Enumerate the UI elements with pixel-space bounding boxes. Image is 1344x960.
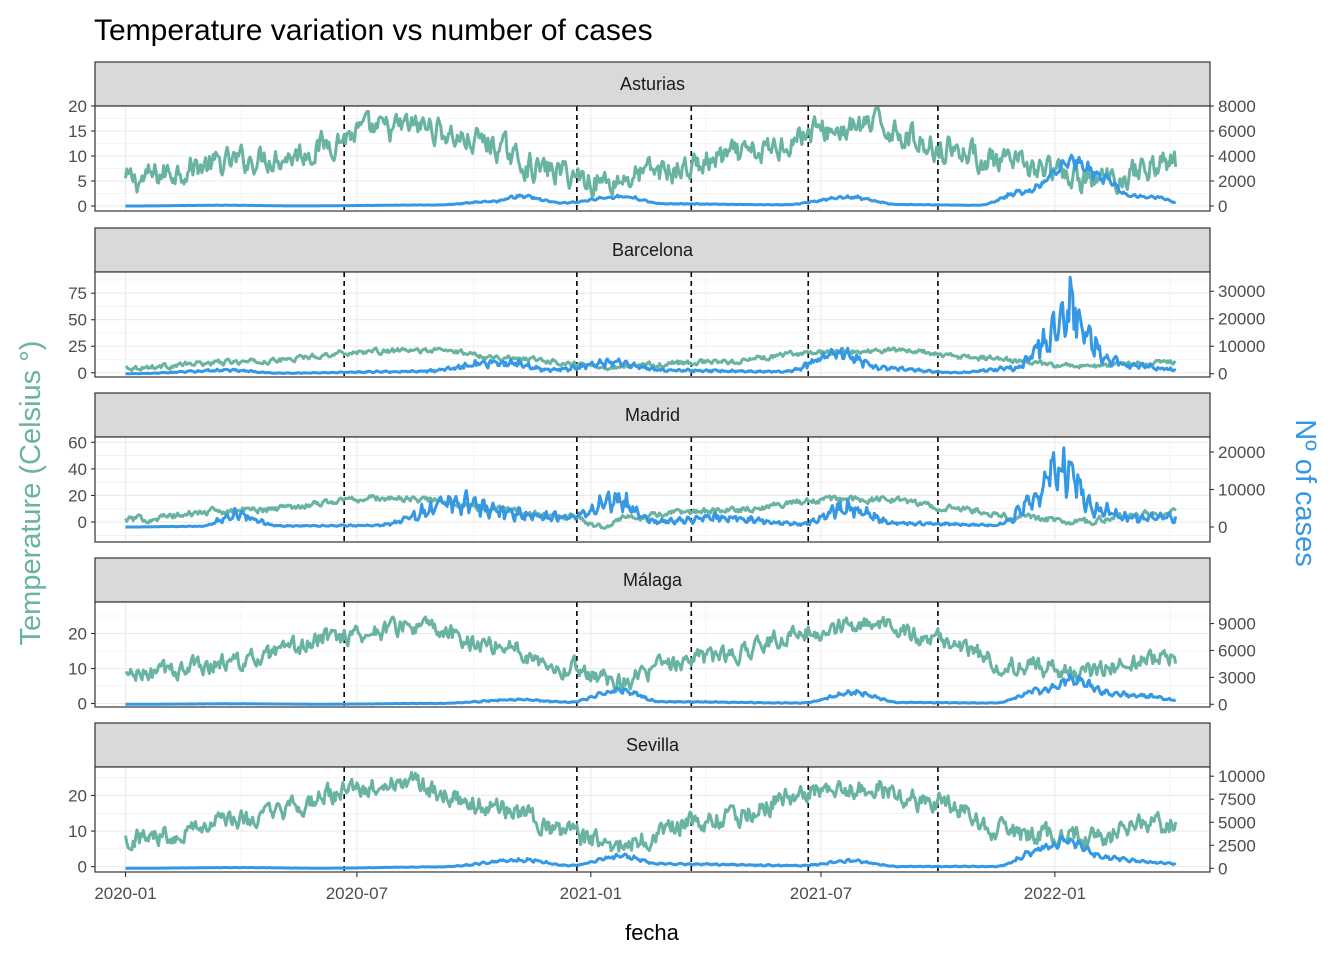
facet-strip-label: Barcelona xyxy=(612,240,694,260)
y-right-tick-label: 0 xyxy=(1218,859,1227,878)
panel-border xyxy=(94,271,1211,378)
y-right-tick-label: 20000 xyxy=(1218,310,1265,329)
y-left-tick-label: 0 xyxy=(78,364,87,383)
panel-background xyxy=(95,602,1210,707)
facet-panel-2: Madrid 0 20 40 60 0 10000 20000 xyxy=(68,392,1265,543)
cases-series-line xyxy=(125,153,1176,208)
y-left-tick-label: 5 xyxy=(78,172,87,191)
y-right-tick-label: 0 xyxy=(1218,365,1227,384)
facet-panels: Asturias0510152002000400060008000Barcelo… xyxy=(68,61,1265,903)
temperature-series-line xyxy=(124,771,1178,853)
y-axis-left-title: Temperature (Celsius °) xyxy=(15,341,47,646)
temperature-series-line xyxy=(124,493,1177,530)
y-left-tick-label: 10 xyxy=(68,147,87,166)
facet-strip xyxy=(94,61,1211,107)
y-left-tick-label: 75 xyxy=(68,284,87,303)
y-right-tick-label: 8000 xyxy=(1218,97,1256,116)
y-right-tick-label: 0 xyxy=(1218,695,1227,714)
y-right-tick-label: 20000 xyxy=(1218,443,1265,462)
x-tick-label: 2022-01 xyxy=(1024,884,1086,903)
y-left-tick-label: 50 xyxy=(68,311,87,330)
facet-strip xyxy=(94,557,1211,603)
facet-panel-1: Barcelona 0 25 50 75 0 10000 20000 30000 xyxy=(68,227,1265,384)
cases-series-line xyxy=(125,275,1177,376)
facet-strip-label: Málaga xyxy=(623,570,683,590)
y-left-tick-label: 10 xyxy=(68,660,87,679)
y-right-tick-label: 30000 xyxy=(1218,282,1265,301)
facet-strip xyxy=(94,392,1211,438)
x-tick-label: 2021-01 xyxy=(560,884,622,903)
cases-series-line xyxy=(125,672,1177,706)
x-tick-label: 2020-07 xyxy=(326,884,388,903)
y-left-tick-label: 15 xyxy=(68,122,87,141)
y-right-tick-label: 2000 xyxy=(1218,172,1256,191)
panel-background xyxy=(95,767,1210,872)
y-right-tick-label: 6000 xyxy=(1218,641,1256,660)
y-left-tick-label: 0 xyxy=(78,695,87,714)
facet-strip-label: Madrid xyxy=(625,405,680,425)
y-right-tick-label: 3000 xyxy=(1218,668,1256,687)
y-right-tick-label: 4000 xyxy=(1218,147,1256,166)
panel-border xyxy=(94,105,1211,212)
chart-title: Temperature variation vs number of cases xyxy=(94,14,653,47)
facet-strip-label: Sevilla xyxy=(626,735,680,755)
y-left-tick-label: 40 xyxy=(68,460,87,479)
y-axis-right-title: Nº of cases xyxy=(1289,419,1321,567)
facet-strip xyxy=(94,722,1211,768)
panel-background xyxy=(95,272,1210,377)
temperature-series-line xyxy=(125,346,1177,373)
y-right-tick-label: 10000 xyxy=(1218,481,1265,500)
x-axis-title: fecha xyxy=(625,920,680,945)
facet-strip xyxy=(94,227,1211,273)
y-left-tick-label: 20 xyxy=(68,486,87,505)
x-tick-label: 2021-07 xyxy=(790,884,852,903)
panel-border xyxy=(94,601,1211,708)
y-left-tick-label: 20 xyxy=(68,786,87,805)
facet-panel-3: Málaga 0 10 20 0 3000 6000 9000 xyxy=(68,557,1256,714)
cases-series-line xyxy=(125,446,1178,529)
y-right-tick-label: 9000 xyxy=(1218,615,1256,634)
facet-panel-0: Asturias 0 5 10 15 20 0 2000 4000 6000 8000 xyxy=(68,61,1256,216)
cases-series-line xyxy=(125,835,1177,870)
y-left-tick-label: 20 xyxy=(68,625,87,644)
y-right-tick-label: 7500 xyxy=(1218,790,1256,809)
y-right-tick-label: 10000 xyxy=(1218,337,1265,356)
y-right-tick-label: 10000 xyxy=(1218,767,1265,786)
y-left-tick-label: 0 xyxy=(78,858,87,877)
y-right-tick-label: 0 xyxy=(1218,197,1227,216)
y-right-tick-label: 0 xyxy=(1218,518,1227,537)
x-tick-label: 2020-01 xyxy=(94,884,156,903)
y-left-tick-label: 0 xyxy=(78,513,87,532)
y-left-tick-label: 20 xyxy=(68,97,87,116)
panel-border xyxy=(94,766,1211,873)
y-left-tick-label: 60 xyxy=(68,433,87,452)
temperature-series-line xyxy=(124,106,1178,198)
y-right-tick-label: 5000 xyxy=(1218,813,1256,832)
y-right-tick-label: 6000 xyxy=(1218,122,1256,141)
y-left-tick-label: 0 xyxy=(78,197,87,216)
temperature-series-line xyxy=(124,615,1178,693)
facet-strip-label: Asturias xyxy=(620,74,685,94)
y-left-tick-label: 25 xyxy=(68,337,87,356)
y-right-tick-label: 2500 xyxy=(1218,836,1256,855)
facet-panel-4: Sevilla 0 10 20 0 2500 5000 7500 10000 2020-01 202… xyxy=(68,722,1265,903)
y-left-tick-label: 10 xyxy=(68,822,87,841)
